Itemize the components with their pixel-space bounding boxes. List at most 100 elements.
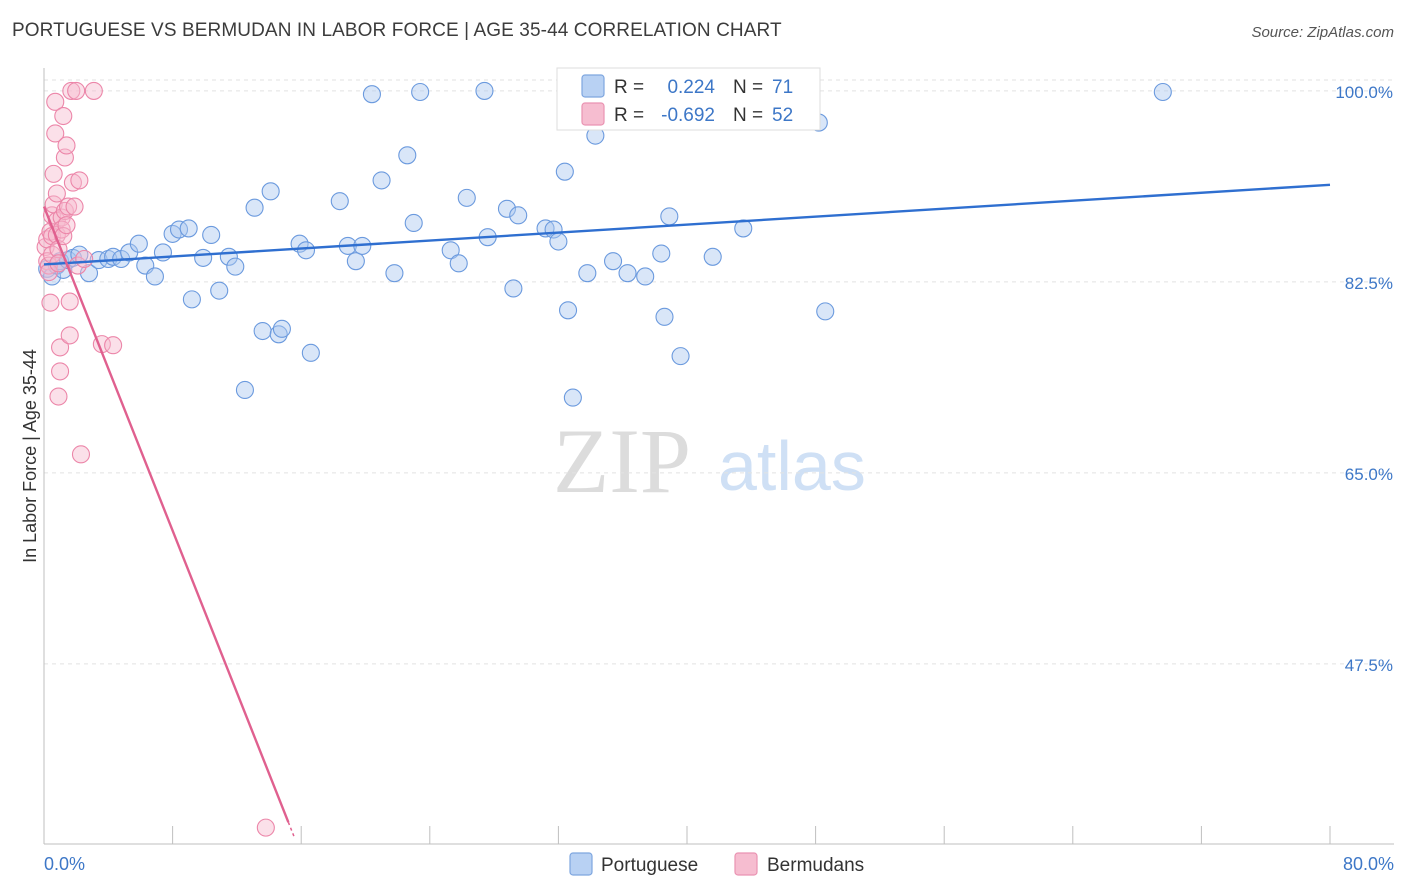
portuguese-point	[457, 188, 476, 207]
portuguese-point	[372, 171, 391, 190]
bermudan-point	[60, 326, 79, 345]
trend-line-bermudans-extension	[287, 821, 296, 839]
bermudan-point	[41, 293, 60, 312]
portuguese-point	[563, 388, 582, 407]
portuguese-point	[604, 252, 623, 271]
portuguese-point	[703, 247, 722, 266]
bermudan-point	[70, 171, 89, 190]
portuguese-point	[441, 241, 460, 260]
watermark-atlas: atlas	[718, 427, 866, 505]
legend-r-label-bermudans: R =	[614, 105, 644, 126]
legend-r-label-portuguese: R =	[614, 77, 644, 98]
legend-swatch-bermudans	[581, 102, 605, 126]
portuguese-point	[245, 198, 264, 217]
bermudan-point	[104, 336, 123, 355]
portuguese-point	[509, 206, 528, 225]
portuguese-point	[194, 248, 213, 267]
bottom-legend-label-portuguese: Portuguese	[601, 855, 698, 876]
portuguese-point	[558, 301, 578, 320]
bermudan-point	[51, 362, 70, 381]
bermudan-point	[67, 81, 86, 100]
bermudan-point	[59, 197, 78, 216]
portuguese-point	[411, 82, 430, 102]
bermudan-point	[256, 818, 275, 837]
portuguese-point	[497, 199, 517, 218]
portuguese-point	[362, 85, 381, 104]
portuguese-point	[385, 264, 404, 283]
bermudan-point	[47, 184, 66, 203]
portuguese-point	[555, 162, 574, 181]
portuguese-point	[346, 252, 365, 271]
x-tick-label-min: 0.0%	[44, 854, 85, 874]
series-legend: Portuguese Bermudans	[569, 852, 864, 876]
portuguese-point	[549, 232, 568, 251]
legend-r-value-portuguese: 0.224	[667, 77, 715, 98]
portuguese-point	[330, 192, 349, 211]
legend-n-value-portuguese: 71	[772, 77, 793, 98]
bermudan-point	[60, 292, 79, 311]
bermudan-point	[62, 81, 81, 100]
portuguese-point	[660, 207, 679, 226]
gridlines	[44, 79, 1394, 665]
bottom-legend-label-bermudans: Bermudans	[767, 855, 864, 876]
bottom-legend-swatch-portuguese	[569, 852, 593, 876]
watermark-zip: ZIP	[553, 410, 691, 512]
portuguese-point	[671, 347, 690, 366]
y-axis-label: In Labor Force | Age 35-44	[20, 349, 40, 563]
x-tick-label-max: 80.0%	[1343, 854, 1394, 874]
portuguese-point	[578, 264, 597, 283]
bottom-legend-swatch-bermudans	[734, 852, 758, 876]
bermudan-point	[65, 197, 84, 216]
portuguese-point	[449, 254, 468, 273]
portuguese-point	[182, 290, 201, 309]
portuguese-point	[1153, 82, 1172, 102]
chart-title: PORTUGUESE VS BERMUDAN IN LABOR FORCE | …	[12, 20, 782, 41]
stats-legend: R = 0.224 N = 71 R = -0.692 N = 52	[556, 67, 821, 131]
portuguese-point	[475, 81, 494, 100]
portuguese-point	[202, 225, 221, 245]
portuguese-point	[253, 321, 272, 341]
bermudan-point	[84, 81, 103, 100]
series-bermudans	[36, 81, 275, 837]
y-tick-label: 47.5%	[1345, 656, 1393, 675]
portuguese-point	[296, 241, 316, 260]
portuguese-point	[235, 380, 254, 400]
portuguese-point	[129, 234, 148, 253]
bermudan-point	[54, 106, 73, 126]
legend-swatch-portuguese	[581, 74, 605, 98]
portuguese-point	[636, 267, 655, 286]
portuguese-point	[655, 307, 674, 326]
bermudan-point	[44, 164, 63, 183]
legend-n-value-bermudans: 52	[772, 105, 793, 126]
portuguese-point	[269, 325, 288, 344]
portuguese-point	[261, 182, 280, 201]
portuguese-point	[816, 302, 835, 321]
portuguese-point	[272, 319, 291, 338]
bermudan-point	[49, 387, 68, 406]
portuguese-point	[504, 279, 523, 298]
bermudan-point	[75, 249, 94, 269]
axes	[43, 68, 1394, 845]
legend-r-value-bermudans: -0.692	[661, 105, 715, 126]
portuguese-point	[301, 343, 320, 362]
portuguese-point	[179, 219, 198, 238]
portuguese-point	[210, 281, 229, 300]
portuguese-point	[145, 267, 164, 286]
bermudan-point	[57, 136, 76, 155]
y-tick-labels: 47.5% 65.0% 82.5% 100.0%	[1335, 83, 1393, 675]
y-tick-label: 100.0%	[1335, 83, 1393, 102]
y-tick-label: 65.0%	[1345, 465, 1393, 484]
bermudan-point	[51, 338, 70, 357]
x-ticks	[43, 826, 1331, 844]
portuguese-point	[618, 264, 637, 283]
legend-n-label-portuguese: N =	[733, 77, 763, 98]
portuguese-point	[226, 257, 245, 276]
bermudan-point	[71, 445, 91, 464]
bermudan-point	[57, 216, 76, 235]
portuguese-point	[652, 244, 671, 263]
portuguese-point	[169, 220, 189, 239]
watermark: ZIP atlas	[553, 410, 866, 512]
bermudan-point	[46, 124, 65, 143]
trend-lines	[42, 183, 1331, 839]
